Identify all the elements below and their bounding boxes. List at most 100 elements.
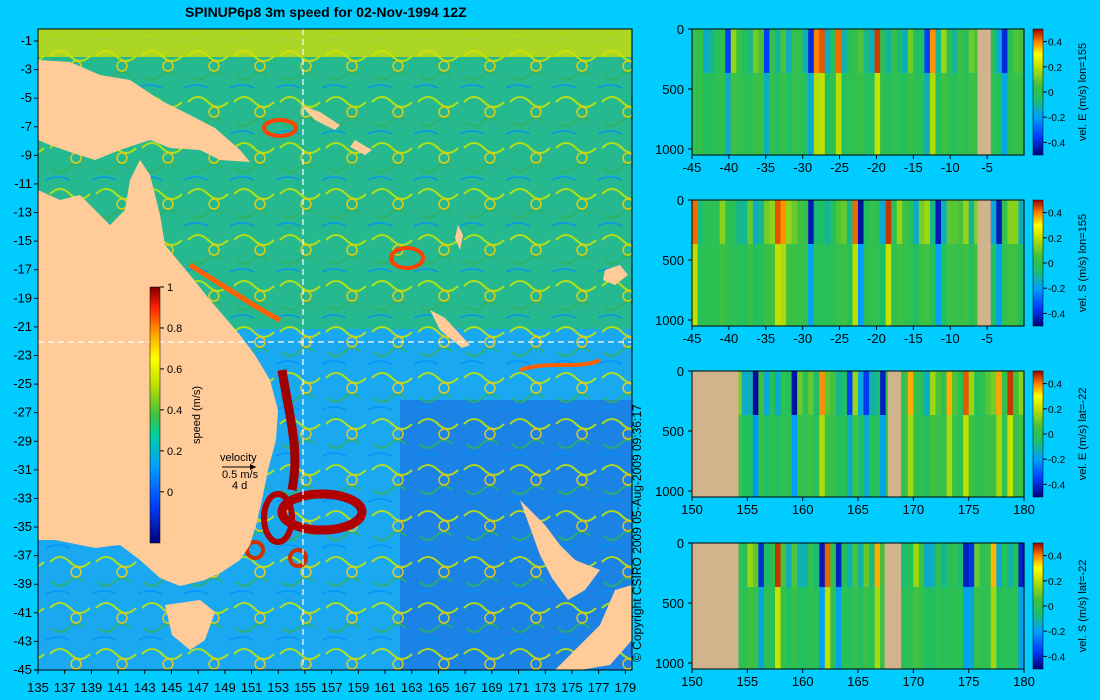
velocity-colorbar-tick-label: 0.2 [1048, 234, 1062, 245]
section-surface-cell [780, 29, 787, 74]
section-deep-cell [830, 587, 837, 669]
section-deep-cell [863, 587, 870, 669]
speed-map: speed (m/s) 1 0.8 0.6 0.4 0.2 0 velocity 0.5 … [13, 28, 636, 695]
section-surface-cell [896, 29, 903, 74]
section-deep-cell [974, 73, 981, 155]
section-x-tick-label: -45 [683, 331, 702, 346]
section-x-tick-label: 175 [958, 502, 980, 517]
section-surface-cell [763, 200, 771, 245]
section-surface-cell [791, 543, 798, 588]
section-surface-cell [780, 543, 787, 588]
section-surface-cell [902, 200, 909, 245]
section-surface-cell [708, 200, 715, 245]
eddy-small-2 [288, 548, 308, 568]
section-surface-cell [858, 371, 865, 416]
section-deep-cell [968, 587, 975, 669]
section-surface-cell [896, 200, 903, 245]
map-lon-tick-label: 147 [187, 680, 209, 695]
section-deep-cell [775, 587, 782, 669]
section-surface-cell [918, 371, 925, 416]
section-deep-cell [802, 415, 809, 497]
section-surface-cell [990, 371, 997, 416]
section-surface-cell [752, 200, 759, 245]
section-y-tick-label: 0 [677, 193, 684, 208]
section-deep-cell [835, 587, 842, 669]
section-surface-cell [719, 200, 726, 245]
section-surface-cell [913, 200, 920, 245]
section-surface-cell [990, 543, 997, 588]
section-deep-cell [996, 415, 1003, 497]
section-surface-cell [913, 371, 920, 416]
section-deep-cell [780, 415, 787, 497]
section-deep-cell [990, 415, 997, 497]
section-surface-cell [846, 200, 854, 245]
section-surface-cell [902, 543, 909, 588]
section-surface-cell [736, 543, 743, 588]
section-deep-cell [697, 73, 704, 155]
section-surface-cell [775, 29, 782, 74]
section-surface-cell [1007, 200, 1014, 245]
section-deep-cell [929, 587, 937, 669]
section-deep-cell [941, 415, 948, 497]
section-deep-cell [891, 244, 898, 326]
section-x-tick-label: 165 [847, 502, 869, 517]
section-deep-cell [736, 73, 743, 155]
section-surface-cell [725, 200, 732, 245]
section-deep-cell [808, 415, 815, 497]
section-surface-cell [786, 371, 793, 416]
section-surface-cell [941, 200, 948, 245]
section-surface-cell [974, 371, 981, 416]
speed-colorbar-ticks: 1 0.8 0.6 0.4 0.2 0 [160, 282, 182, 499]
section-deep-cell [819, 244, 826, 326]
section-surface-cell [869, 543, 876, 588]
section-deep-cell [918, 244, 925, 326]
section-surface-cell [963, 200, 970, 245]
section-deep-cell [902, 244, 909, 326]
section-surface-cell [697, 200, 704, 245]
section-deep-cell [741, 244, 748, 326]
section-deep-cell [819, 73, 826, 155]
section-surface-cell [775, 543, 782, 588]
section-surface-cell [869, 29, 876, 74]
velocity-colorbar-tick-label: -0.2 [1048, 627, 1066, 638]
section-deep-cell [708, 73, 715, 155]
section-deep-cell [913, 415, 920, 497]
section-deep-cell [896, 73, 903, 155]
map-lat-tick-label: -15 [13, 233, 32, 248]
section-x-tick-label: 155 [736, 674, 758, 689]
section-deep-cell [835, 73, 842, 155]
section-deep-cell [824, 587, 831, 669]
map-lat-tick-label: -27 [13, 405, 32, 420]
section-surface-cell [957, 543, 964, 588]
section-surface-cell [918, 543, 925, 588]
section-surface-cell [957, 200, 964, 245]
section-x-tick-label: -25 [830, 331, 849, 346]
section-deep-cell [874, 73, 881, 155]
section-x-tick-label: 170 [902, 502, 924, 517]
section-panel: -45 -40 -35 -30 -25 -20 -15 -10 -5 0 500 1000 0.4 0.2… [655, 22, 1089, 175]
velocity-colorbar [1032, 28, 1044, 156]
section-deep-cell [763, 244, 771, 326]
velocity-key-label: velocity [220, 452, 257, 464]
section-deep-cell [957, 244, 964, 326]
section-surface-cell [736, 371, 743, 416]
section-surface-cell [902, 371, 909, 416]
section-deep-cell [786, 73, 793, 155]
velocity-colorbar-tick-label: 0.4 [1048, 209, 1062, 220]
section-surface-cell [780, 371, 787, 416]
section-deep-cell [929, 415, 937, 497]
section-deep-cell [758, 73, 765, 155]
section-deep-cell [869, 415, 876, 497]
speed-colorbar [149, 286, 161, 544]
section-surface-cell [1018, 543, 1025, 588]
velocity-colorbar-tick-label: 0.2 [1048, 405, 1062, 416]
section-deep-cell [797, 73, 804, 155]
section-surface-cell [830, 200, 837, 245]
land-tasmania [165, 600, 215, 650]
section-surface-cell [963, 29, 970, 74]
section-surface-cell [752, 543, 759, 588]
section-surface-cell [907, 371, 914, 416]
velocity-colorbar [1032, 199, 1044, 327]
velocity-colorbar-tick-label: -0.4 [1048, 480, 1066, 491]
land-new-zealand-north [520, 500, 600, 600]
